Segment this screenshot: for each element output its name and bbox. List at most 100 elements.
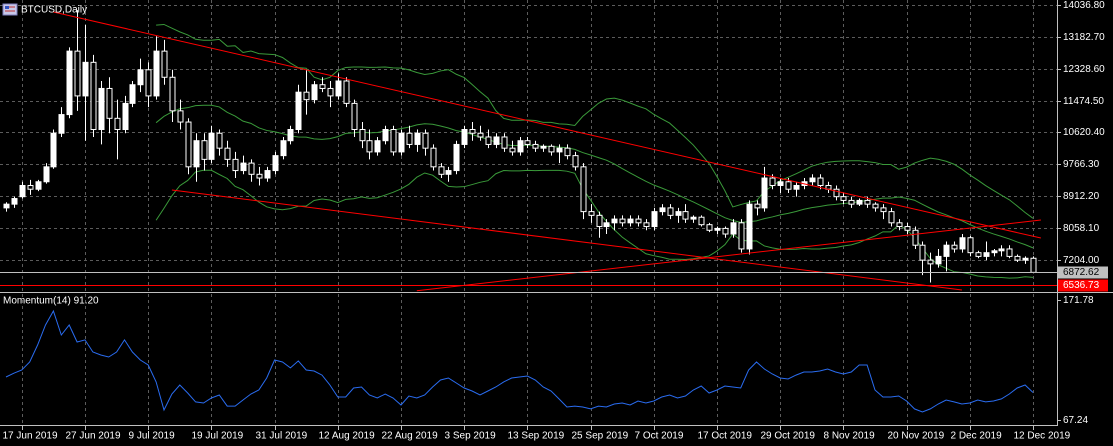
candle-body [896,222,903,228]
candle-body [493,136,500,145]
candle-body [1006,248,1013,257]
x-tick-label: 3 Sep 2019 [445,431,497,442]
candle-body [445,170,452,175]
candle-body [114,117,121,131]
candle-body [746,203,753,250]
candle-body [98,87,105,131]
candle-body [216,132,223,149]
candle-body [588,211,595,216]
indicator-title: Momentum(14) 91.20 [3,296,99,307]
candle-body [469,129,476,134]
candle-body [722,227,729,235]
x-tick-label: 31 Jul 2019 [256,431,308,442]
candle-body [848,199,855,205]
candle-body [232,158,239,172]
candle-body [280,140,287,157]
candle-body [619,218,626,224]
candle-body [453,143,460,172]
icon-frame [2,3,18,16]
x-tick-label: 17 Jun 2019 [3,431,58,442]
candle-body [501,136,508,149]
candle-body [880,207,887,213]
price-label-box [1058,266,1108,279]
y-tick-label: 8912.20 [1063,191,1100,202]
candle-body [572,155,579,168]
y-tick-label: 9766.30 [1063,159,1100,170]
y-tick-label: 171.78 [1063,295,1094,306]
candle-body [840,196,847,201]
candle-body [603,222,610,228]
candle-body [927,259,934,265]
y-tick-label: 67.24 [1063,415,1088,426]
candle-body [485,136,492,145]
candle-body [129,84,136,104]
candle-body [351,102,358,131]
panel-frame [0,0,1113,426]
candle-body [959,237,966,250]
candle-body [3,203,10,209]
candle-body [58,114,65,134]
candle-body [327,87,334,97]
candle-body [374,140,381,153]
x-tick-label: 29 Oct 2019 [761,431,816,442]
candle-body [651,211,658,228]
candle-body [769,177,776,186]
candle-body [27,184,34,190]
x-tick-label: 2 Dec 2019 [951,431,1003,442]
candle-body [833,188,840,198]
trendline [171,189,962,291]
price-label-box [1058,279,1108,292]
candle-body [754,203,761,209]
candle-body [967,237,974,254]
x-tick-label: 13 Sep 2019 [508,431,565,442]
candle-body [998,248,1005,252]
candle-body [548,145,555,153]
candle-body [177,110,184,123]
candle-body [872,203,879,209]
candle-body [1030,257,1037,273]
candle-body [524,140,531,145]
candle-body [90,61,97,131]
candle-body [509,147,516,153]
y-tick-label: 7204.00 [1063,255,1100,266]
candle-body [611,218,618,224]
candle-body [422,132,429,149]
candle-body [477,132,484,138]
candle-body [208,132,215,160]
x-tick-label: 17 Oct 2019 [698,431,753,442]
candle-body [343,80,350,104]
candle-body [1022,257,1029,261]
candle-body [193,140,200,168]
candle-body [888,211,895,224]
price-label: 6536.73 [1063,280,1100,291]
candle-body [414,132,421,145]
candle-body [145,69,152,97]
candle-body [919,244,926,261]
candle-body [706,224,713,231]
y-tick-label: 13182.70 [1063,32,1105,43]
candle-body [335,80,342,97]
candle-body [11,198,18,205]
y-tick-label: 12328.60 [1063,64,1105,75]
candle-body [438,166,445,175]
candle-body [359,129,366,142]
candle-body [730,222,737,235]
candle-body [382,129,389,142]
x-tick-label: 22 Aug 2019 [382,431,439,442]
candle-body [675,211,682,216]
trendline [416,219,1041,292]
candle-body [517,140,524,153]
candle-body [295,91,302,131]
candle-body [248,162,255,175]
candle-body [137,69,144,86]
candle-body [659,207,666,213]
candle-body [106,87,113,119]
marks [0,10,1057,413]
x-tick-label: 12 Aug 2019 [319,431,376,442]
candle-body [66,50,73,116]
candle-body [785,181,792,190]
candle-body [430,147,437,168]
candle-body [50,132,57,168]
